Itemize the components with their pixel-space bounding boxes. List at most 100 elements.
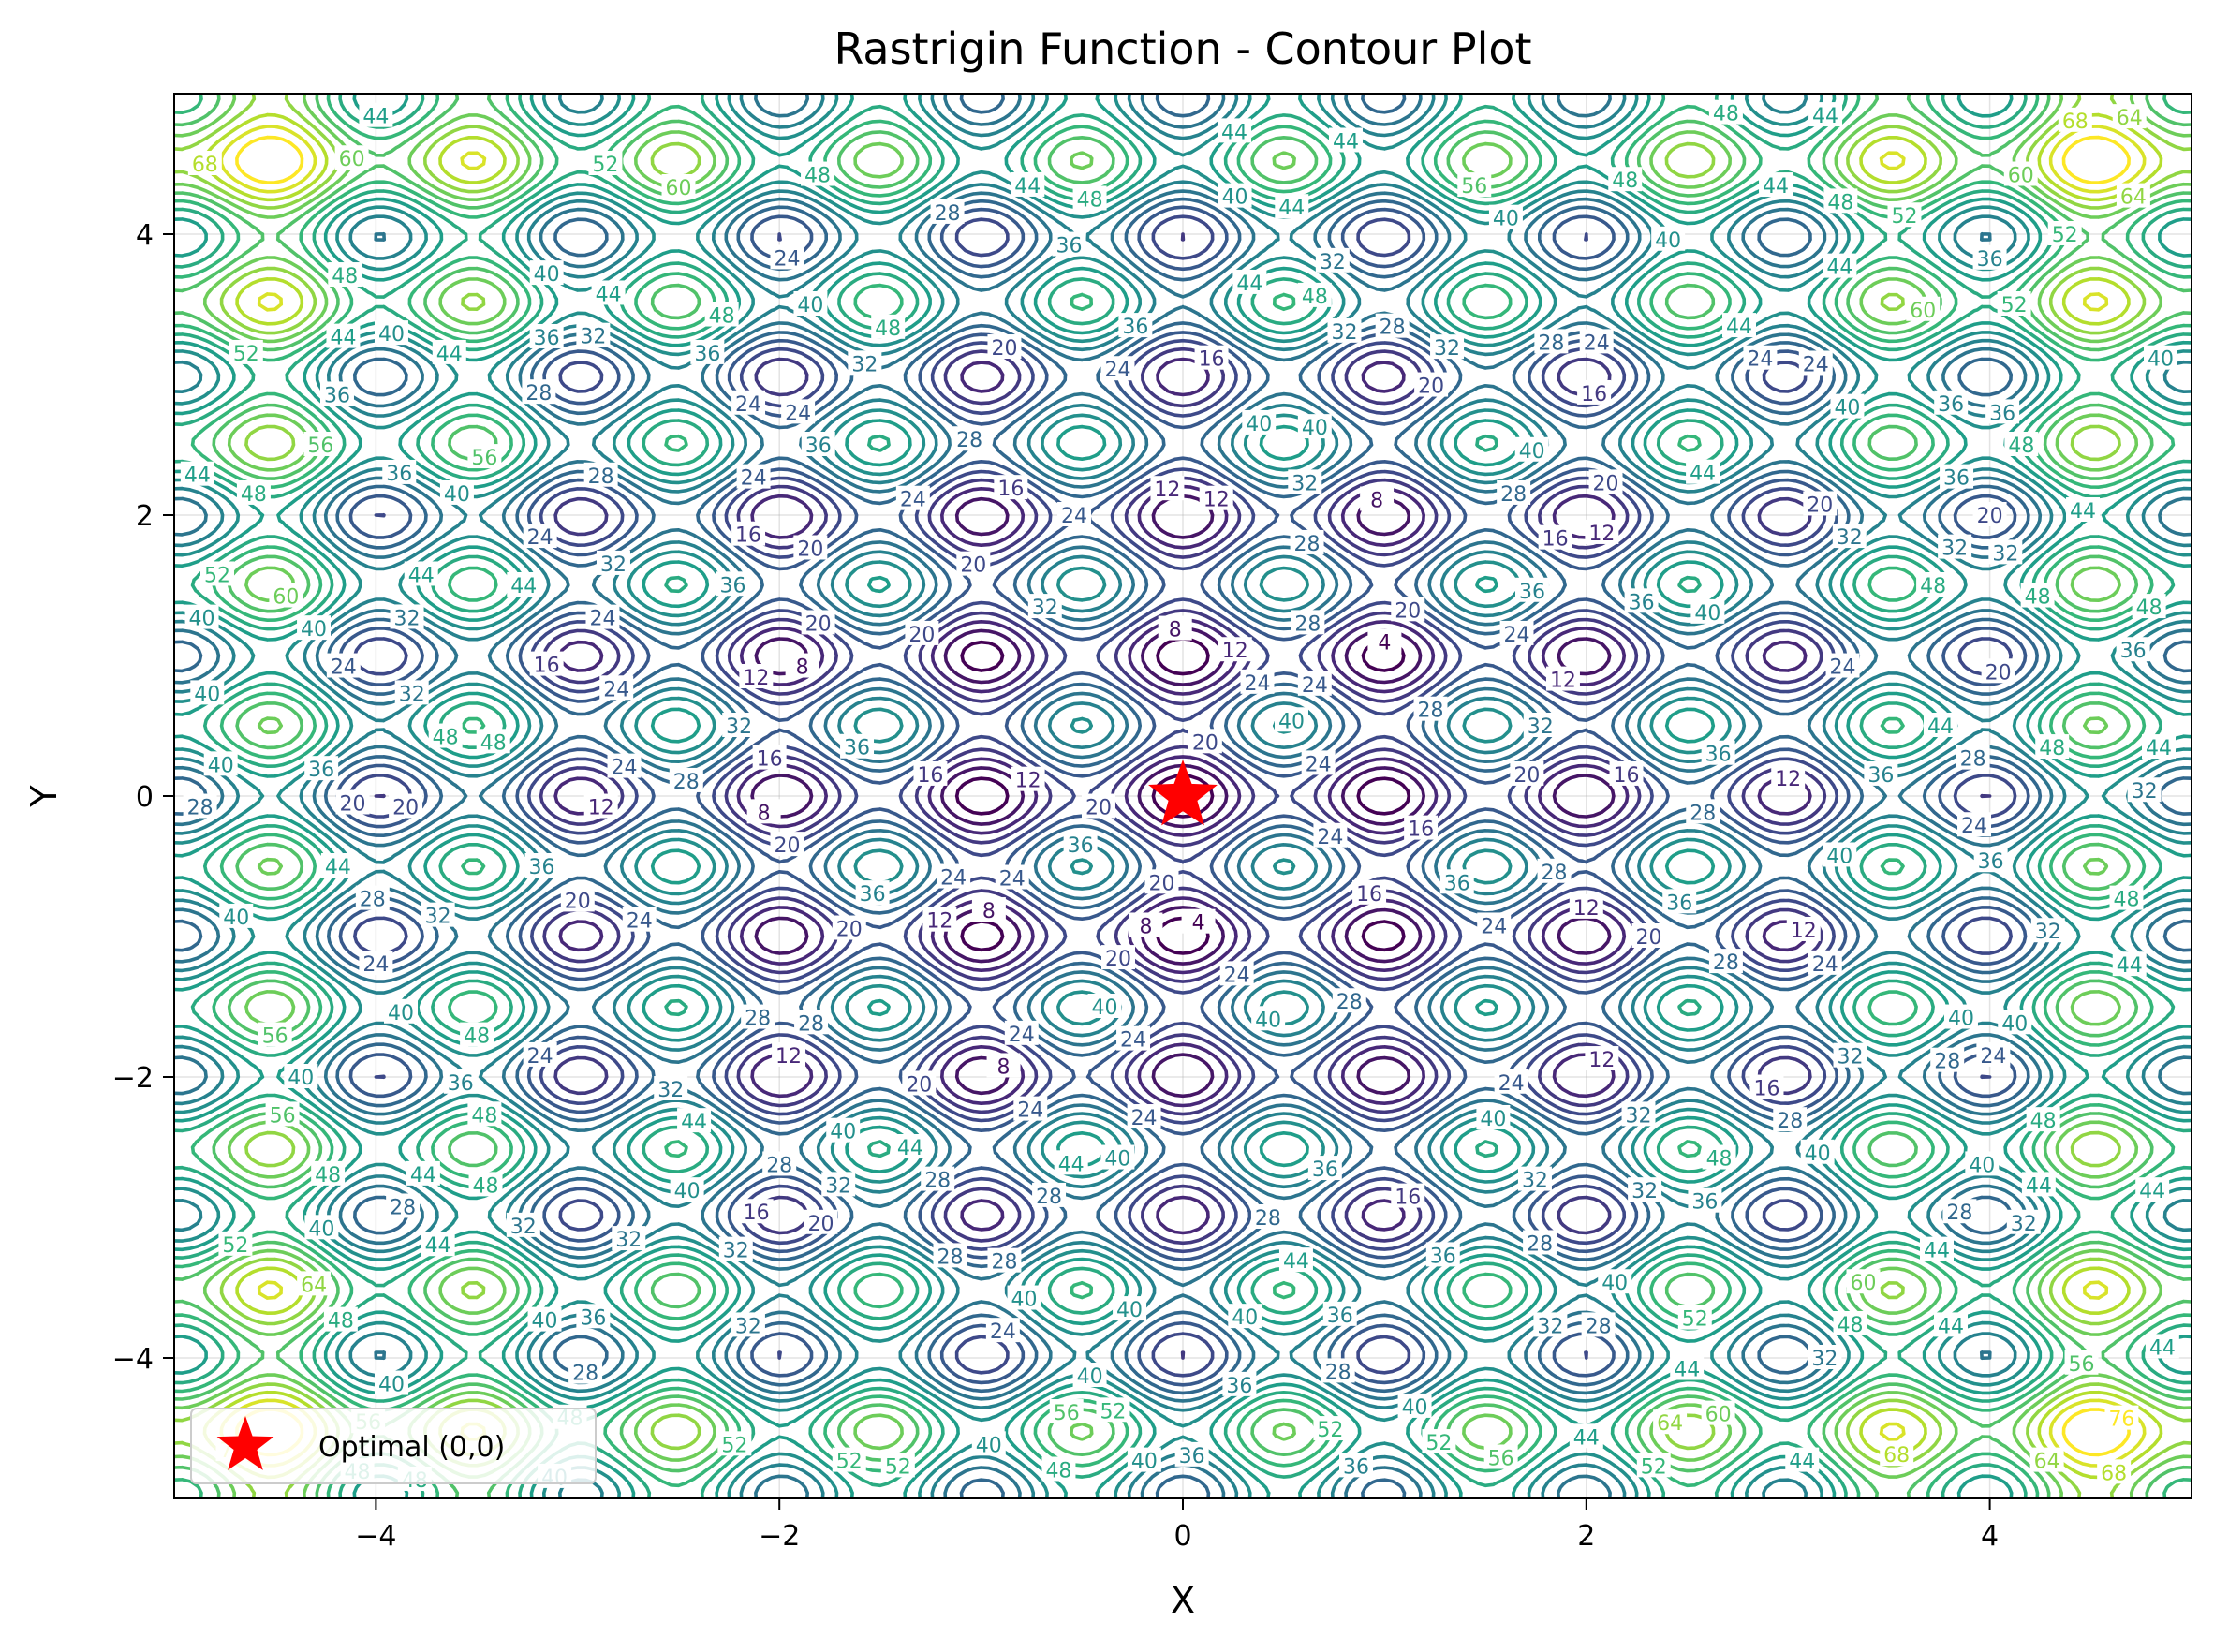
- contour-label: 24: [1306, 753, 1332, 776]
- contour-label: 48: [2030, 1110, 2057, 1133]
- contour-label: 36: [1705, 744, 1732, 767]
- contour-label-bg: [1585, 1046, 1619, 1071]
- contour-label: 44: [325, 856, 351, 879]
- contour-label: 36: [1343, 1455, 1369, 1479]
- contour-label-bg: [922, 907, 957, 932]
- contour-label: 20: [1085, 797, 1112, 820]
- contour-label: 44: [2149, 1336, 2176, 1360]
- contour-label: 44: [2146, 737, 2172, 760]
- contour-label: 16: [757, 748, 783, 772]
- contour-label: 44: [2139, 1180, 2165, 1203]
- contour-label: 20: [392, 797, 419, 820]
- contour-label: 24: [527, 1045, 554, 1069]
- contour-label: 28: [1777, 1110, 1803, 1133]
- contour-label: 64: [2120, 186, 2147, 210]
- contour-label: 52: [1641, 1455, 1667, 1479]
- contour-label: 24: [999, 868, 1026, 892]
- contour-label: 36: [1938, 393, 1964, 417]
- contour-label: 28: [1527, 1232, 1553, 1256]
- contour-label: 48: [2113, 889, 2139, 912]
- contour-label: 24: [1105, 359, 1131, 382]
- contour-label: 24: [1131, 1107, 1158, 1130]
- contour-label: 60: [1851, 1272, 1877, 1295]
- contour-label: 52: [1891, 205, 1917, 229]
- contour-label: 40: [189, 608, 215, 631]
- contour-label: 28: [1500, 483, 1527, 507]
- contour-label: 44: [897, 1137, 923, 1160]
- y-tick-label: −4: [112, 1343, 154, 1376]
- contour-label: 16: [1581, 383, 1607, 406]
- contour-label: 40: [797, 294, 823, 317]
- contour-label: 44: [408, 564, 435, 587]
- contour-label: 24: [1504, 624, 1530, 647]
- contour-label: 44: [184, 465, 211, 488]
- contour-label: 20: [1977, 505, 2003, 528]
- contour-line-28: [174, 94, 2192, 1498]
- contour-label: 36: [2120, 640, 2147, 663]
- contour-label: 28: [956, 429, 982, 452]
- contour-label: 28: [1380, 317, 1406, 340]
- contour-label: 44: [681, 1111, 707, 1134]
- contour-label: 48: [2025, 586, 2051, 610]
- contour-label: 12: [1791, 920, 1817, 943]
- contour-label: 40: [1948, 1008, 1974, 1031]
- contour-label: 40: [1826, 845, 1852, 868]
- contour-label: 40: [1519, 440, 1545, 464]
- contour-label: 32: [2035, 921, 2061, 944]
- contour-label: 36: [860, 883, 886, 907]
- contour-label: 32: [1434, 337, 1460, 361]
- contour-label: 48: [241, 483, 267, 507]
- contour-label: 16: [917, 764, 943, 788]
- contour-label: 16: [997, 478, 1024, 501]
- contour-label: 52: [2052, 224, 2078, 247]
- contour-label: 36: [1430, 1245, 1456, 1268]
- contour-label: 40: [378, 1374, 405, 1397]
- contour-label: 16: [744, 1202, 770, 1225]
- contour-line-56: [174, 94, 2192, 1498]
- contour-label: 48: [471, 1104, 497, 1128]
- contour-label: 24: [627, 910, 653, 934]
- contour-label: 28: [1255, 1207, 1281, 1231]
- contour-label: 44: [1924, 1240, 1950, 1263]
- contour-label: 40: [1255, 1009, 1281, 1032]
- contour-label: 44: [410, 1164, 436, 1187]
- contour-label: 44: [2070, 500, 2096, 524]
- contour-label: 48: [1045, 1459, 1071, 1482]
- contour-label: 20: [1105, 948, 1131, 971]
- contour-label: 28: [1294, 612, 1321, 636]
- contour-label: 32: [2011, 1213, 2037, 1236]
- contour-label: 36: [844, 737, 870, 760]
- contour-label: 16: [1356, 883, 1382, 907]
- contour-label: 40: [1116, 1299, 1143, 1322]
- contour-label: 36: [448, 1072, 474, 1096]
- contour-label: 28: [187, 797, 214, 820]
- contour-label: 24: [1302, 674, 1328, 698]
- contour-label-bg: [772, 1041, 806, 1067]
- contour-label: 32: [1811, 1348, 1838, 1371]
- contour-label: 24: [741, 467, 767, 491]
- contour-label: 20: [1636, 926, 1662, 950]
- contour-label: 44: [1938, 1315, 1964, 1338]
- contour-label: 28: [1418, 700, 1444, 723]
- contour-label: 8: [758, 802, 771, 825]
- contour-label: 40: [1278, 710, 1305, 733]
- contour-label: 64: [1657, 1412, 1683, 1436]
- contour-label: 20: [1513, 764, 1540, 788]
- contour-label: 36: [1629, 591, 1655, 614]
- contour-label: 32: [1837, 1046, 1863, 1069]
- contour-label: 40: [1011, 1289, 1038, 1312]
- contour-label: 12: [1154, 479, 1180, 502]
- contour-label: 56: [1054, 1402, 1080, 1425]
- contour-label: 68: [2101, 1462, 2127, 1485]
- contour-label: 48: [2039, 737, 2065, 760]
- contour-label: 56: [1488, 1447, 1514, 1470]
- contour-label: 48: [2008, 435, 2034, 458]
- contour-label: 32: [825, 1174, 851, 1198]
- contour-label-bg: [1367, 628, 1402, 654]
- contour-label: 44: [1812, 105, 1838, 128]
- x-axis-label: X: [1171, 1580, 1195, 1621]
- y-axis-label: Y: [23, 785, 65, 808]
- contour-label: 36: [1666, 892, 1692, 915]
- contour-label: 44: [2026, 1174, 2052, 1198]
